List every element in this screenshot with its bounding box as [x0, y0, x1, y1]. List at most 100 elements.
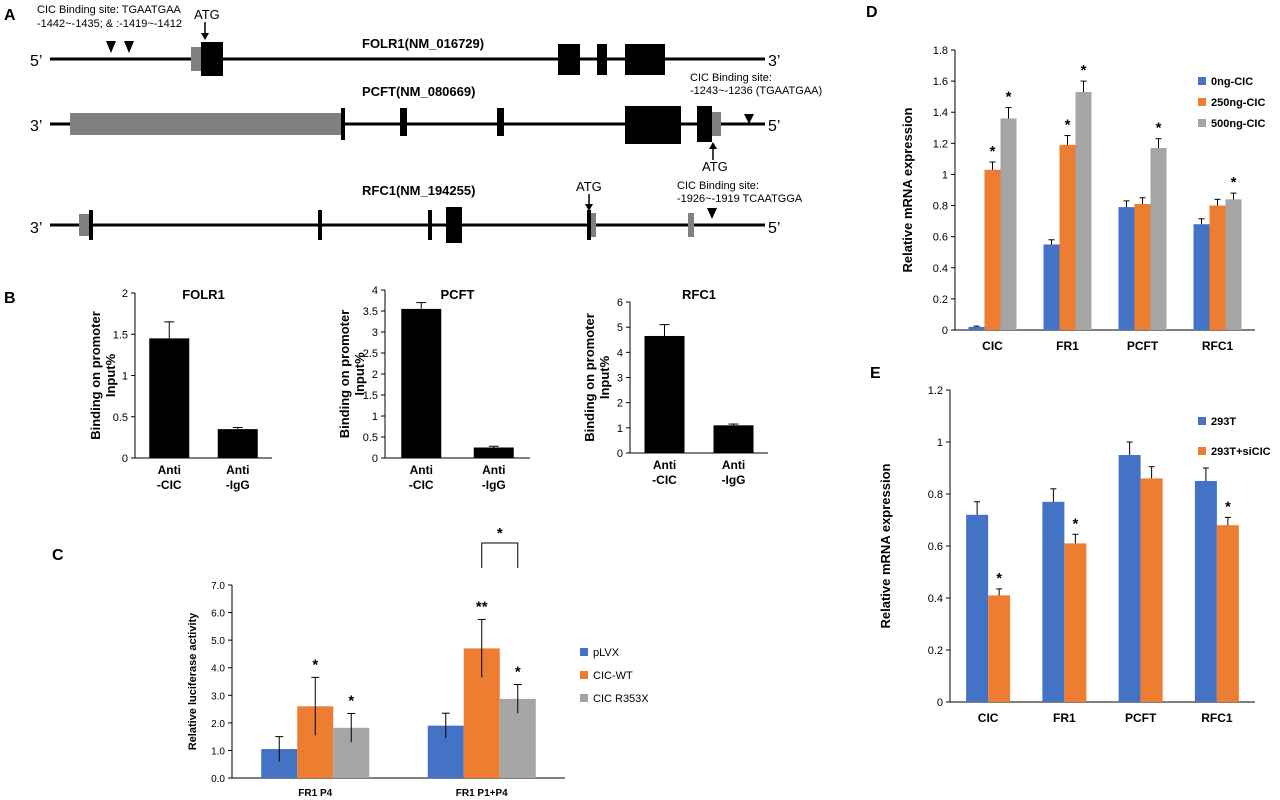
y-tick-label: 0.2: [928, 645, 943, 657]
significance-bracket: [481, 542, 519, 568]
legend-swatch-0: [1198, 77, 1206, 85]
bar-0: [1042, 501, 1065, 702]
x-category-label-line2: -IgG: [226, 478, 250, 492]
bar-1: [1140, 478, 1163, 702]
folr1-atg-arrowhead: [201, 33, 209, 40]
y-axis-label-line1: Binding on promoter: [582, 313, 597, 442]
y-tick-label: 3: [617, 373, 623, 385]
y-axis-label: Relative mRNA expression: [900, 107, 915, 272]
legend-label-0: 293T: [1211, 416, 1236, 428]
y-axis-label: Binding on promoterInput%: [88, 311, 118, 440]
y-tick-label: 0.4: [933, 263, 948, 275]
bar-0: [1194, 481, 1217, 702]
pcft-left-end: 3’: [30, 118, 42, 135]
pcft-gene-name: PCFT(NM_080669): [362, 84, 475, 99]
significance-star: *: [1006, 89, 1012, 106]
bar-1: [984, 169, 1001, 330]
significance-star: *: [1156, 120, 1162, 137]
y-tick-label: 0.8: [933, 201, 948, 213]
chart-d-mrna: 0 0.2 0.4 0.6 0.8 1 1.2 1.4 1.6 1.8 Relative mRNA …: [900, 45, 1265, 353]
y-tick-label: 2: [617, 398, 623, 410]
folr1-atg-label: ATG: [194, 7, 220, 22]
bar-2: [1075, 92, 1092, 330]
x-category-label: CIC: [978, 711, 999, 725]
legend-label-2: CIC R353X: [593, 693, 649, 705]
legend-swatch-2: [1198, 119, 1206, 127]
significance-star: *: [1225, 498, 1231, 515]
y-tick-label: 1.8: [933, 45, 948, 57]
x-category-label: FR1 P4: [298, 788, 332, 799]
rfc1-exon-2: [318, 210, 322, 240]
y-tick-label: 0: [122, 453, 128, 465]
rfc1-site-line1: CIC Binding site:: [677, 180, 759, 192]
pcft-exon-2: [400, 108, 407, 136]
y-tick-label: 5.0: [211, 636, 225, 647]
y-tick-label: 5: [617, 322, 623, 334]
x-category-label: PCFT: [1125, 711, 1157, 725]
bar: [713, 425, 754, 453]
y-tick-label: 1: [122, 371, 128, 383]
chart-title: PCFT: [441, 287, 475, 302]
chart-title: FOLR1: [182, 287, 225, 302]
legend-swatch-0: [580, 648, 588, 656]
gene-pcft: PCFT(NM_080669) CIC Binding site: -1243~…: [30, 72, 822, 174]
chart-b-pcft: 0 0.5 1 1.5 2 2.5 3 3.5 4 PCFT Binding on promoter…: [337, 285, 530, 492]
x-category-label: FR1: [1053, 711, 1076, 725]
chart-c-luciferase: 0.0 1.0 2.0 3.0 4.0 5.0 6.0 7.0 Relative lucifer…: [187, 525, 649, 799]
x-category-label-line2: -IgG: [482, 478, 506, 492]
x-category-label-line2: -CIC: [409, 478, 434, 492]
y-tick-label: 3: [372, 327, 378, 339]
y-tick-label: 0: [937, 697, 943, 709]
significance-star: *: [312, 656, 318, 673]
y-tick-label: 4.0: [211, 664, 225, 675]
x-category-label-line1: Anti: [410, 463, 433, 477]
y-tick-label: 0.5: [363, 432, 378, 444]
y-axis-label-line2: Input%: [352, 352, 367, 396]
y-tick-label: 1.4: [933, 107, 948, 119]
bar-1: [1064, 543, 1087, 702]
y-tick-label: 0.0: [211, 774, 225, 785]
y-tick-label: 0.2: [933, 294, 948, 306]
significance-star: *: [996, 570, 1002, 587]
chart-e-mrna-sicic: 0 0.2 0.4 0.6 0.8 1 1.2 Relative mRNA expressio…: [878, 385, 1271, 725]
legend-swatch-0: [1198, 417, 1206, 425]
chart-title: RFC1: [682, 287, 716, 302]
y-tick-label: 0: [617, 448, 623, 460]
y-tick-label: 4: [372, 285, 378, 297]
significance-star: *: [990, 143, 996, 160]
x-category-label: PCFT: [1127, 339, 1159, 353]
significance-star: *: [348, 692, 354, 709]
folr1-exon-1: [201, 42, 223, 76]
significance-star: *: [1231, 174, 1237, 191]
folr1-exon-4: [625, 44, 665, 75]
y-tick-label: 0: [942, 325, 948, 337]
legend-swatch-1: [1198, 447, 1206, 455]
pcft-exon-4: [625, 106, 681, 144]
y-tick-label: 1.2: [933, 138, 948, 150]
bar: [473, 447, 514, 458]
pcft-utr-exon-2: [712, 112, 721, 136]
legend-label-1: 293T+siCIC: [1211, 446, 1271, 458]
significance-star: *: [1065, 117, 1071, 134]
y-tick-label: 1.6: [933, 76, 948, 88]
bar-2: [1000, 118, 1017, 330]
y-tick-label: 1.2: [928, 385, 943, 397]
y-axis-label: Binding on promoterInput%: [337, 310, 367, 439]
panel-a: A CIC Binding site: TGAATGAA -1442~-1435…: [4, 4, 822, 243]
legend-label-0: pLVX: [593, 647, 620, 659]
panel-letter-d: D: [866, 4, 878, 21]
bracket-star: *: [497, 525, 503, 542]
y-tick-label: 1: [942, 169, 948, 181]
significance-star: *: [1072, 515, 1078, 532]
y-tick-label: 2.0: [211, 719, 225, 730]
y-axis-label: Binding on promoterInput%: [582, 313, 612, 442]
legend-label-1: 250ng-CIC: [1211, 97, 1265, 109]
chart-b-folr1: 0 0.5 1 1.5 2 FOLR1 Binding on promoterInput% A…: [88, 287, 272, 492]
y-tick-label: 0.8: [928, 489, 943, 501]
bar-0: [966, 514, 989, 702]
bar-0: [1193, 224, 1210, 330]
rfc1-right-end: 5’: [768, 220, 780, 237]
rfc1-exon-5: [587, 210, 591, 240]
x-category-label-line1: Anti: [226, 463, 249, 477]
y-tick-label: 2: [122, 288, 128, 300]
